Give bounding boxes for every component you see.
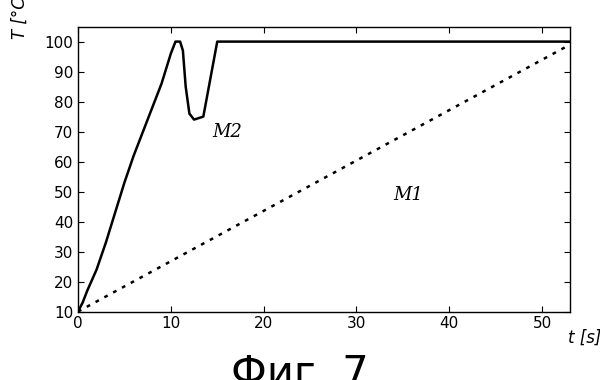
Text: M2: M2 bbox=[212, 123, 242, 141]
Text: Фиг. 7: Фиг. 7 bbox=[231, 353, 369, 380]
Y-axis label: T [°C]: T [°C] bbox=[11, 0, 29, 40]
X-axis label: t [s]: t [s] bbox=[568, 329, 600, 347]
Text: M1: M1 bbox=[394, 185, 424, 204]
